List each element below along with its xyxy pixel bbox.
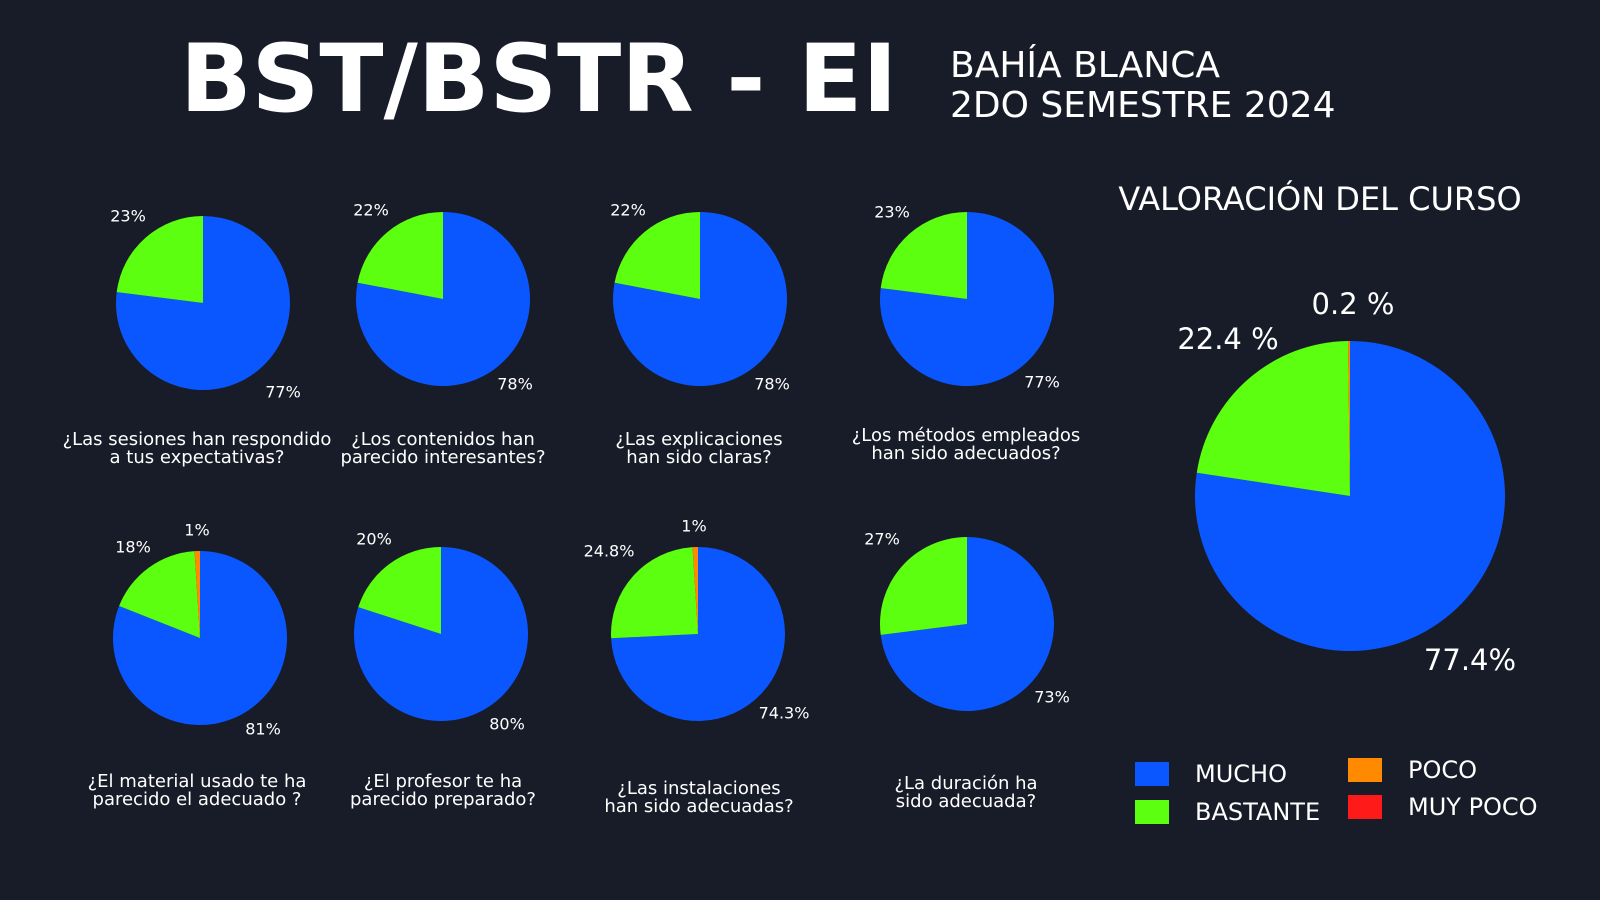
pie-2-label-mucho: 78%: [497, 375, 533, 394]
pie-9-slice-mucho: [1195, 341, 1506, 651]
question-label-8: ¿La duración ha sido adecuada?: [816, 775, 1116, 811]
question-label-7: ¿Las instalaciones han sido adecuadas?: [549, 780, 849, 816]
overall-chart-title: VALORACIÓN DEL CURSO: [1118, 180, 1522, 218]
pie-6-label-bastante: 20%: [356, 530, 392, 549]
subtitle-location: BAHÍA BLANCA: [950, 45, 1220, 86]
pie-9-label-bastante: 22.4 %: [1177, 322, 1278, 356]
question-label-1-line1: ¿Las sesiones han respondido: [62, 429, 332, 450]
legend-label-mucho: MUCHO: [1195, 760, 1287, 788]
pie-5-label-mucho: 81%: [245, 720, 281, 739]
pie-7-slice-poco: [692, 547, 698, 634]
pie-7-label-poco: 1%: [681, 517, 706, 536]
pie-9-label-poco: 0.2 %: [1312, 287, 1395, 321]
pie-1-label-mucho: 77%: [265, 383, 301, 402]
pie-4-label-bastante: 23%: [874, 203, 910, 222]
pie-2-slice-bastante: [357, 212, 443, 299]
pie-4-slice-bastante: [880, 212, 967, 299]
pie-5-label-bastante: 18%: [115, 538, 151, 557]
question-label-4-line2: han sido adecuados?: [871, 443, 1061, 464]
page-subtitle: BAHÍA BLANCA 2DO SEMESTRE 2024: [950, 46, 1335, 126]
pie-6-label-mucho: 80%: [489, 715, 525, 734]
question-label-8-line2: sido adecuada?: [895, 791, 1037, 812]
pie-chart-5: 81% 18% 1%: [112, 521, 288, 739]
pie-5-slice-bastante: [119, 551, 200, 638]
question-label-2: ¿Los contenidos han parecido interesante…: [293, 431, 593, 467]
question-label-4: ¿Los métodos empleados han sido adecuado…: [816, 427, 1116, 463]
pie-chart-7: 74.3% 24.8% 1%: [584, 517, 810, 723]
pie-1-slice-mucho: [116, 216, 291, 390]
pie-3-label-bastante: 22%: [610, 201, 646, 220]
pie-chart-9: 77.4% 22.4 % 0.2 %: [1177, 287, 1516, 677]
legend-label-bastante: BASTANTE: [1195, 798, 1321, 826]
question-label-3-line2: han sido claras?: [626, 447, 772, 468]
question-label-4-line1: ¿Los métodos empleados: [851, 425, 1081, 446]
page-title: BST/BSTR - EI: [180, 25, 898, 134]
pie-6-slice-bastante: [358, 547, 441, 634]
pie-8-slice-bastante: [880, 537, 967, 635]
pie-7-label-bastante: 24.8%: [584, 542, 635, 561]
chart-legend: MUCHO BASTANTE POCO MUY POCO: [1135, 756, 1575, 830]
subtitle-period: 2DO SEMESTRE 2024: [950, 85, 1336, 126]
pie-1-label-bastante: 23%: [110, 207, 146, 226]
pie-8-slice-mucho: [880, 537, 1054, 712]
question-label-5: ¿El material usado te ha parecido el ade…: [47, 773, 347, 809]
question-label-2-line1: ¿Los contenidos han: [351, 429, 535, 450]
question-label-2-line2: parecido interesantes?: [340, 447, 546, 468]
pie-chart-2: 78% 22%: [353, 201, 533, 394]
pie-3-slice-bastante: [614, 212, 700, 299]
question-label-7-line2: han sido adecuadas?: [604, 796, 794, 817]
legend-swatch-mucho: [1135, 762, 1169, 786]
pie-7-slice-mucho: [611, 547, 785, 721]
legend-swatch-bastante: [1135, 800, 1169, 824]
question-label-8-line1: ¿La duración ha: [894, 773, 1038, 794]
question-label-6-line2: parecido preparado?: [350, 789, 536, 810]
pie-5-slice-poco: [194, 551, 200, 638]
question-label-5-line2: parecido el adecuado ?: [92, 789, 302, 810]
question-label-5-line1: ¿El material usado te ha: [87, 771, 307, 792]
pie-chart-8: 73% 27%: [864, 530, 1070, 712]
pie-7-label-mucho: 74.3%: [759, 704, 810, 723]
pie-2-slice-mucho: [356, 212, 531, 386]
pie-7-slice-bastante: [610, 547, 698, 639]
pie-8-label-bastante: 27%: [864, 530, 900, 549]
legend-item-poco: POCO: [1348, 756, 1477, 784]
pie-5-label-poco: 1%: [184, 521, 209, 540]
pie-chart-6: 80% 20%: [353, 530, 528, 734]
pie-chart-3: 78% 22%: [610, 201, 790, 394]
question-label-1-line2: a tus expectativas?: [109, 447, 285, 468]
question-label-3: ¿Las explicaciones han sido claras?: [549, 431, 849, 467]
pie-9-label-mucho: 77.4%: [1424, 643, 1516, 677]
pie-9-slice-poco: [1348, 341, 1350, 496]
pie-9-slice-bastante: [1196, 341, 1350, 496]
question-label-6-line1: ¿El profesor te ha: [363, 771, 523, 792]
question-label-7-line1: ¿Las instalaciones: [617, 778, 781, 799]
legend-swatch-muy-poco: [1348, 795, 1382, 819]
legend-item-muy-poco: MUY POCO: [1348, 793, 1538, 821]
pie-1-slice-bastante: [116, 216, 203, 303]
legend-label-poco: POCO: [1408, 756, 1478, 784]
legend-item-bastante: BASTANTE: [1135, 798, 1320, 826]
legend-swatch-poco: [1348, 758, 1382, 782]
pie-3-label-mucho: 78%: [754, 375, 790, 394]
question-label-1: ¿Las sesiones han respondido a tus expec…: [47, 431, 347, 467]
legend-item-mucho: MUCHO: [1135, 760, 1287, 788]
pie-4-label-mucho: 77%: [1024, 373, 1060, 392]
question-label-6: ¿El profesor te ha parecido preparado?: [293, 773, 593, 809]
pie-chart-1: 77% 23%: [110, 207, 301, 402]
legend-label-muy-poco: MUY POCO: [1408, 793, 1538, 821]
pie-2-label-bastante: 22%: [353, 201, 389, 220]
pie-8-label-mucho: 73%: [1034, 688, 1070, 707]
question-label-3-line1: ¿Las explicaciones: [615, 429, 783, 450]
pie-chart-4: 77% 23%: [874, 203, 1060, 392]
